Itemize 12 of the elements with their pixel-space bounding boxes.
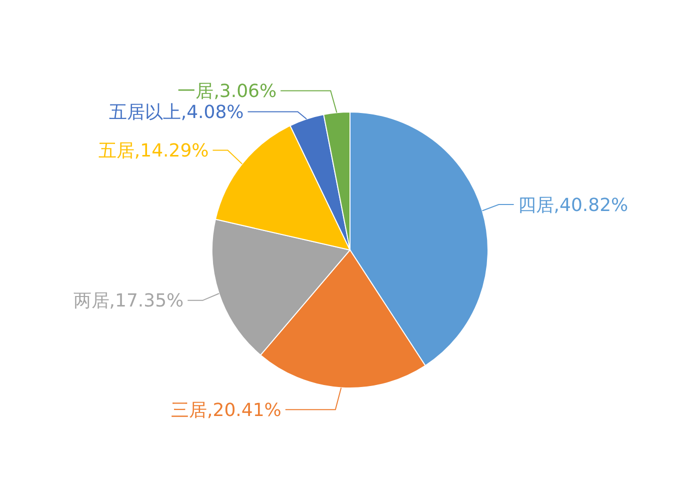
slice-label: 五居以上 (108, 102, 181, 124)
slice-label: 四居 (518, 194, 554, 216)
slice-label: 五居 (98, 140, 134, 162)
slice-label: 三居 (171, 400, 208, 421)
data-label: ,14.29% (134, 140, 209, 162)
data-label: ,4.08% (180, 102, 244, 124)
data-label: ,40.82% (554, 194, 628, 216)
slice-label: 一居 (178, 81, 214, 102)
data-label: ,20.41% (207, 400, 282, 421)
data-label: ,17.35% (109, 290, 184, 312)
slice-label: 两居 (73, 290, 110, 312)
data-label: ,3.06% (214, 81, 277, 102)
